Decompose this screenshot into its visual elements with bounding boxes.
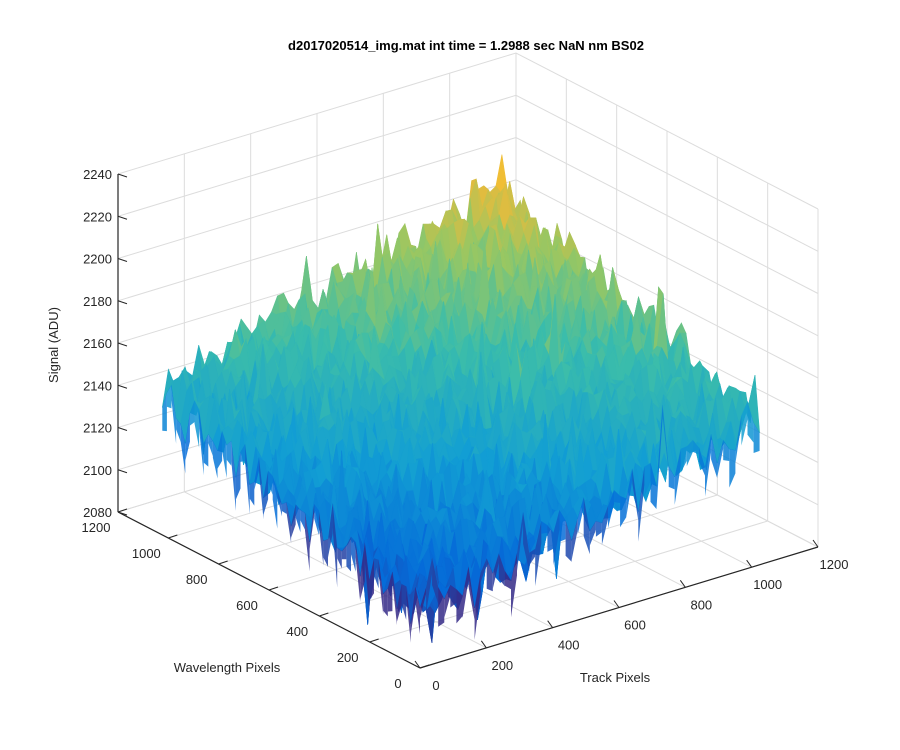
surface-edge [374,558,379,589]
y-tick-3 [268,586,279,591]
y-tick-label-6: 1200 [82,520,111,535]
surface-edge [249,481,255,506]
z-tick-label-5: 2180 [83,294,112,309]
z-tick-label-7: 2220 [83,209,112,224]
y-tick-1 [369,638,379,643]
z-tick-label-0: 2080 [83,505,112,520]
z-tick-label-8: 2240 [83,167,112,182]
chart-title: d2017020514_img.mat int time = 1.2988 se… [288,38,644,53]
grid-wall-z-6 [117,136,819,294]
grid-floor-y-1 [369,520,768,643]
y-tick-label-1: 200 [337,650,359,665]
y-axis-label: Wavelength Pixels [174,660,281,675]
x-axis-label: Track Pixels [580,670,651,685]
x-tick-label-3: 600 [624,618,646,633]
surface-edge [281,502,287,514]
y-tick-5 [168,534,178,539]
x-tick-label-5: 1000 [753,577,782,592]
x-tick-label-6: 1200 [820,557,849,572]
z-tick-label-1: 2100 [83,463,112,478]
z-tick-label-6: 2200 [83,252,112,267]
z-tick-label-4: 2160 [83,336,112,351]
surface-edge [337,547,342,569]
y-tick-label-5: 1000 [132,546,161,561]
z-tick-label-3: 2140 [83,378,112,393]
surface-edge [300,509,305,530]
surface-mesh [162,154,760,643]
y-tick-label-3: 600 [236,598,258,613]
x-tick-label-4: 800 [690,597,712,612]
x-tick-label-2: 400 [558,638,580,653]
y-tick-label-4: 800 [186,572,208,587]
y-tick-0 [419,664,430,669]
y-tick-label-0: 0 [394,676,401,691]
surface-edge [595,521,602,537]
grid-wall-z-8 [117,52,819,210]
x-tick-label-0: 0 [432,678,439,693]
x-tick-label-1: 200 [491,658,513,673]
surface-edge [351,536,356,572]
surface-edge [401,584,407,620]
grid-wall-z-5 [117,179,819,337]
y-tick-4 [218,560,228,565]
grid-wall-z-7 [117,94,819,252]
y-tick-label-2: 400 [286,624,308,639]
surface-edge [323,539,328,567]
z-axis-label: Signal (ADU) [46,307,61,383]
y-tick-2 [319,612,329,617]
z-tick-label-2: 2120 [83,421,112,436]
